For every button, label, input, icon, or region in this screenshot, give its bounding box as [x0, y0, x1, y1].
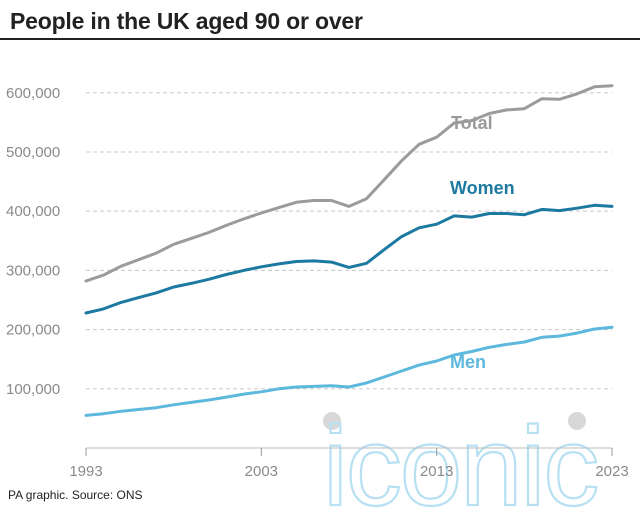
- chart-title: People in the UK aged 90 or over: [10, 8, 363, 34]
- y-tick-label: 200,000: [6, 322, 60, 339]
- y-tick-label: 100,000: [6, 381, 60, 398]
- watermark-logo: iconic: [322, 403, 601, 510]
- watermark-dot: [323, 412, 341, 430]
- series-label-men: Men: [450, 352, 486, 372]
- y-tick-label: 500,000: [6, 144, 60, 161]
- watermark-text: iconic: [323, 404, 597, 510]
- series-line-women: [84, 203, 614, 315]
- x-tick-label: 2003: [245, 463, 278, 480]
- y-tick-label: 600,000: [6, 85, 60, 102]
- y-tick-label: 400,000: [6, 203, 60, 220]
- series-label-total: Total: [451, 113, 493, 133]
- x-tick-label: 1993: [69, 463, 102, 480]
- x-tick-label: 2023: [595, 463, 628, 480]
- watermark-dot: [568, 412, 586, 430]
- series-line-total: [84, 84, 614, 283]
- series-line-men: [84, 325, 614, 417]
- source-note: PA graphic. Source: ONS: [8, 488, 143, 502]
- series-label-women: Women: [450, 178, 515, 198]
- x-tick-label: 2013: [420, 463, 453, 480]
- title-rule: [0, 38, 640, 40]
- y-tick-label: 300,000: [6, 262, 60, 279]
